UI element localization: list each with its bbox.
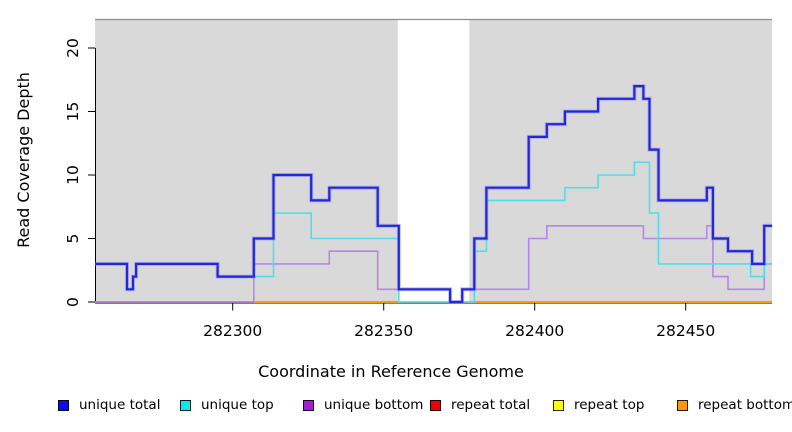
x-tick-label: 282400 [505, 322, 564, 340]
y-tick-label: 15 [64, 102, 82, 122]
axes: 282300 282350 282400 282450 0 5 10 15 20 [64, 38, 772, 340]
y-tick-label: 0 [64, 297, 82, 307]
legend-swatch [677, 399, 688, 411]
x-tick-label: 282350 [354, 322, 413, 340]
series-lines [95, 84, 773, 304]
legend-item-repeat-total: repeat total [430, 396, 530, 414]
legend-swatch [58, 399, 69, 411]
legend-item-repeat-top: repeat top [553, 396, 644, 414]
legend-label: unique total [79, 397, 161, 413]
x-axis-title: Coordinate in Reference Genome [258, 362, 524, 381]
legend-item-repeat-bottom: repeat bottom [677, 396, 792, 414]
legend-swatch [430, 399, 441, 411]
legend-item-unique-bottom: unique bottom [303, 396, 423, 414]
y-tick-label: 5 [64, 234, 82, 244]
coverage-chart: 282300 282350 282400 282450 0 5 10 15 20 Coordin… [14, 18, 773, 381]
y-tick-label: 20 [64, 38, 82, 58]
legend-item-unique-total: unique total [58, 396, 160, 414]
y-tick-label: 10 [64, 165, 82, 185]
plot-bg-right [469, 19, 772, 303]
series-unique-bottom [95, 225, 773, 303]
legend-label: repeat top [574, 397, 645, 413]
legend-swatch [180, 399, 191, 411]
legend-label: repeat bottom [698, 397, 792, 413]
legend-label: unique top [201, 397, 274, 413]
legend-label: unique bottom [324, 397, 424, 413]
plot-background [95, 18, 772, 303]
x-tick-label: 282300 [203, 322, 262, 340]
series-unique-total [95, 85, 773, 304]
legend-item-unique-top: unique top [180, 396, 274, 414]
legend-swatch [553, 399, 564, 411]
chart-legend: unique total unique top unique bottom repea… [0, 396, 792, 426]
legend-label: repeat total [451, 397, 531, 413]
y-axis-title: Read Coverage Depth [14, 72, 33, 248]
x-tick-label: 282450 [656, 322, 715, 340]
legend-swatch [303, 399, 314, 411]
plot-bg-left [95, 19, 398, 303]
